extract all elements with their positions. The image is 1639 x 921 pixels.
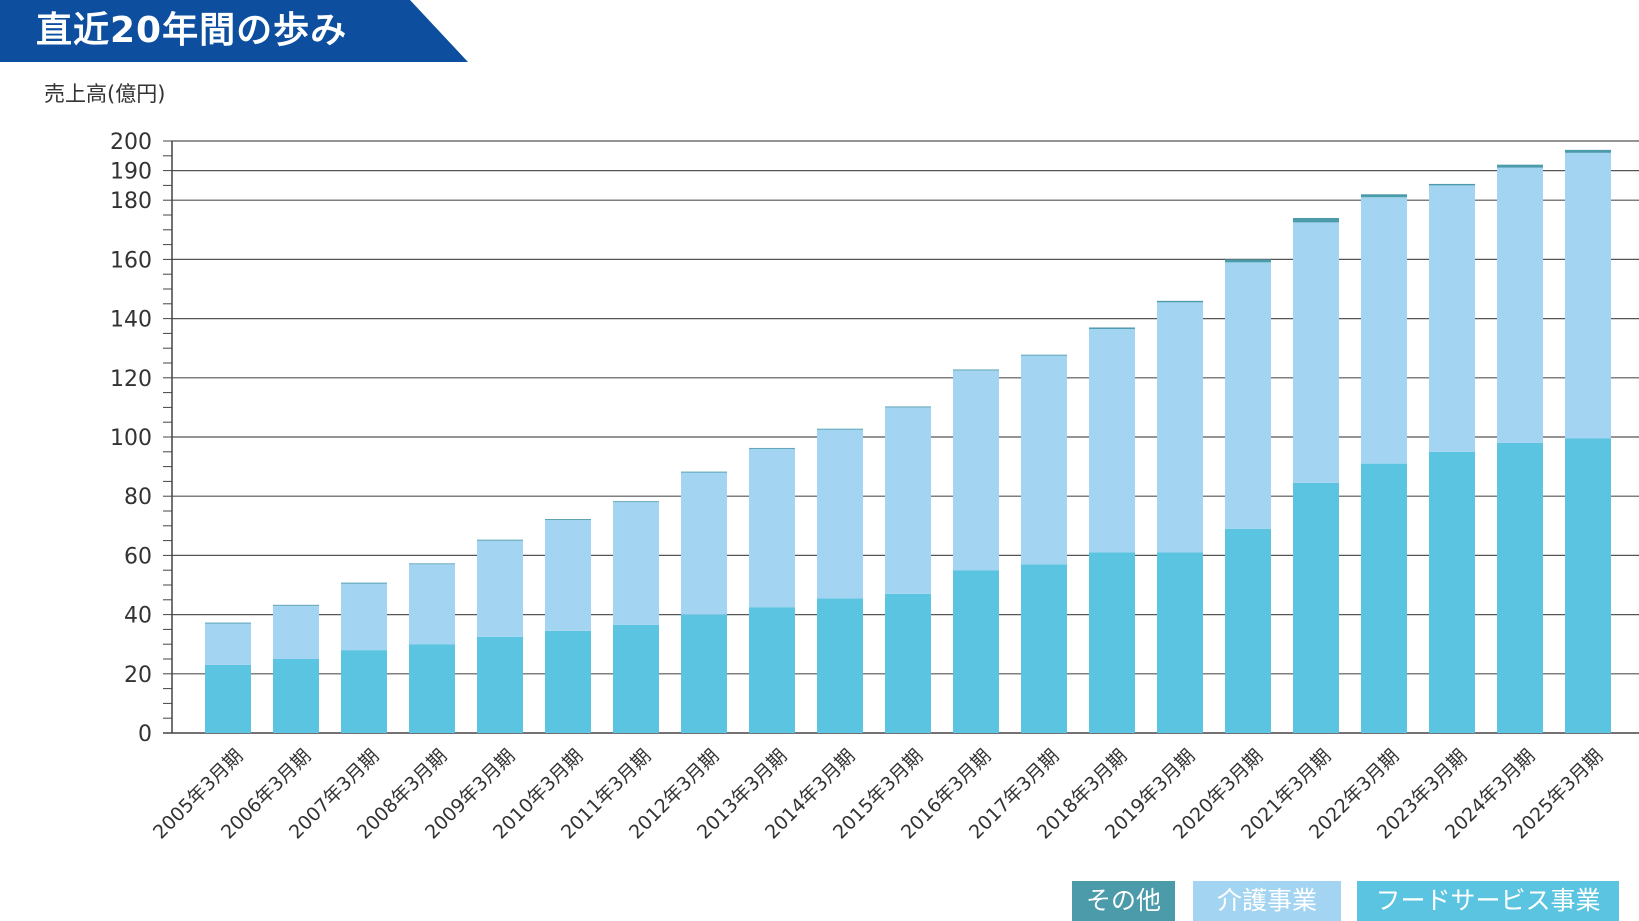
bar-segment-care xyxy=(1497,167,1543,443)
bar-segment-food xyxy=(205,664,251,733)
bar-segment-other xyxy=(1293,217,1339,223)
bar-segment-care xyxy=(477,540,523,637)
bar-segment-food xyxy=(1021,564,1067,733)
bar-segment-care xyxy=(1089,328,1135,553)
bar-segment-care xyxy=(613,502,659,625)
bar-segment-other xyxy=(1157,300,1203,303)
bar-segment-care xyxy=(1429,185,1475,452)
bar-segment-food xyxy=(817,598,863,733)
legend-item-food-service: フードサービス事業 xyxy=(1357,881,1619,921)
bar-segment-food xyxy=(749,607,795,733)
bar-segment-care xyxy=(273,605,319,659)
y-tick-label: 200 xyxy=(110,130,152,155)
y-tick-label: 190 xyxy=(110,160,152,185)
bar-segment-food xyxy=(545,630,591,733)
y-tick-label: 80 xyxy=(124,485,152,510)
bar-segment-food xyxy=(1565,438,1611,733)
bar-segment-food xyxy=(1293,482,1339,733)
bar-segment-other xyxy=(409,563,455,565)
y-tick-label: 20 xyxy=(124,663,152,688)
banner-shape xyxy=(0,0,468,62)
bar-segment-care xyxy=(1361,197,1407,464)
bar-segment-care xyxy=(953,370,999,571)
bar-segment-food xyxy=(341,650,387,733)
y-tick-label: 0 xyxy=(138,722,152,747)
bar-segment-other xyxy=(1089,327,1135,329)
banner-polygon xyxy=(0,0,468,62)
bar-segment-care xyxy=(749,448,795,608)
bar-segment-other xyxy=(477,539,523,541)
bar-segment-food xyxy=(1429,451,1475,733)
bar-segment-food xyxy=(1157,552,1203,733)
bar-segment-other xyxy=(205,622,251,624)
page-title: 直近20年間の歩み xyxy=(36,10,348,51)
y-tick-label: 180 xyxy=(110,189,152,214)
bar-segment-care xyxy=(409,564,455,645)
bar-segment-other xyxy=(1225,259,1271,263)
bar-segment-other xyxy=(1497,164,1543,168)
header-banner: 直近20年間の歩み xyxy=(0,0,470,62)
bar-segment-care xyxy=(1293,222,1339,483)
bar-segment-food xyxy=(885,593,931,733)
bar-segment-food xyxy=(409,644,455,733)
bar-segment-care xyxy=(1021,355,1067,565)
bar-segment-other xyxy=(953,369,999,371)
bar-segment-care xyxy=(817,429,863,599)
bar-segment-other xyxy=(749,447,795,449)
bar-segment-care xyxy=(885,407,931,594)
bar-segment-other xyxy=(1565,149,1611,153)
y-tick-label: 40 xyxy=(124,604,152,629)
bar-segment-care xyxy=(1565,152,1611,439)
bar-segment-care xyxy=(1157,302,1203,553)
bar-segment-food xyxy=(613,624,659,733)
bar-segment-food xyxy=(681,614,727,733)
y-tick-label: 140 xyxy=(110,308,152,333)
bar-segment-other xyxy=(885,406,931,408)
bar-segment-other xyxy=(613,501,659,503)
bar-segment-care xyxy=(681,472,727,615)
bar-segment-other xyxy=(1429,183,1475,186)
bar-segment-other xyxy=(273,604,319,606)
bar-segment-food xyxy=(273,659,319,733)
y-tick-label: 120 xyxy=(110,367,152,392)
bar-segment-care xyxy=(341,583,387,651)
y-axis-title: 売上高(億円) xyxy=(44,82,166,106)
bar-segment-food xyxy=(953,570,999,733)
legend-item-other: その他 xyxy=(1072,881,1175,921)
legend-item-care: 介護事業 xyxy=(1193,881,1341,921)
y-tick-label: 160 xyxy=(110,248,152,273)
bar-segment-other xyxy=(681,471,727,473)
y-tick-label: 60 xyxy=(124,544,152,569)
bar-segment-other xyxy=(1361,194,1407,198)
bar-segment-other xyxy=(341,582,387,584)
bar-segment-food xyxy=(1497,442,1543,733)
bar-segment-care xyxy=(205,623,251,665)
bar-segment-food xyxy=(477,636,523,733)
bar-segment-food xyxy=(1089,552,1135,733)
y-tick-label: 100 xyxy=(110,426,152,451)
bar-segment-care xyxy=(1225,262,1271,529)
bar-segment-food xyxy=(1225,528,1271,733)
bar-segment-food xyxy=(1361,463,1407,733)
bar-segment-other xyxy=(817,428,863,430)
bar-segment-other xyxy=(1021,354,1067,356)
bar-segment-care xyxy=(545,519,591,631)
bar-segment-other xyxy=(545,518,591,520)
